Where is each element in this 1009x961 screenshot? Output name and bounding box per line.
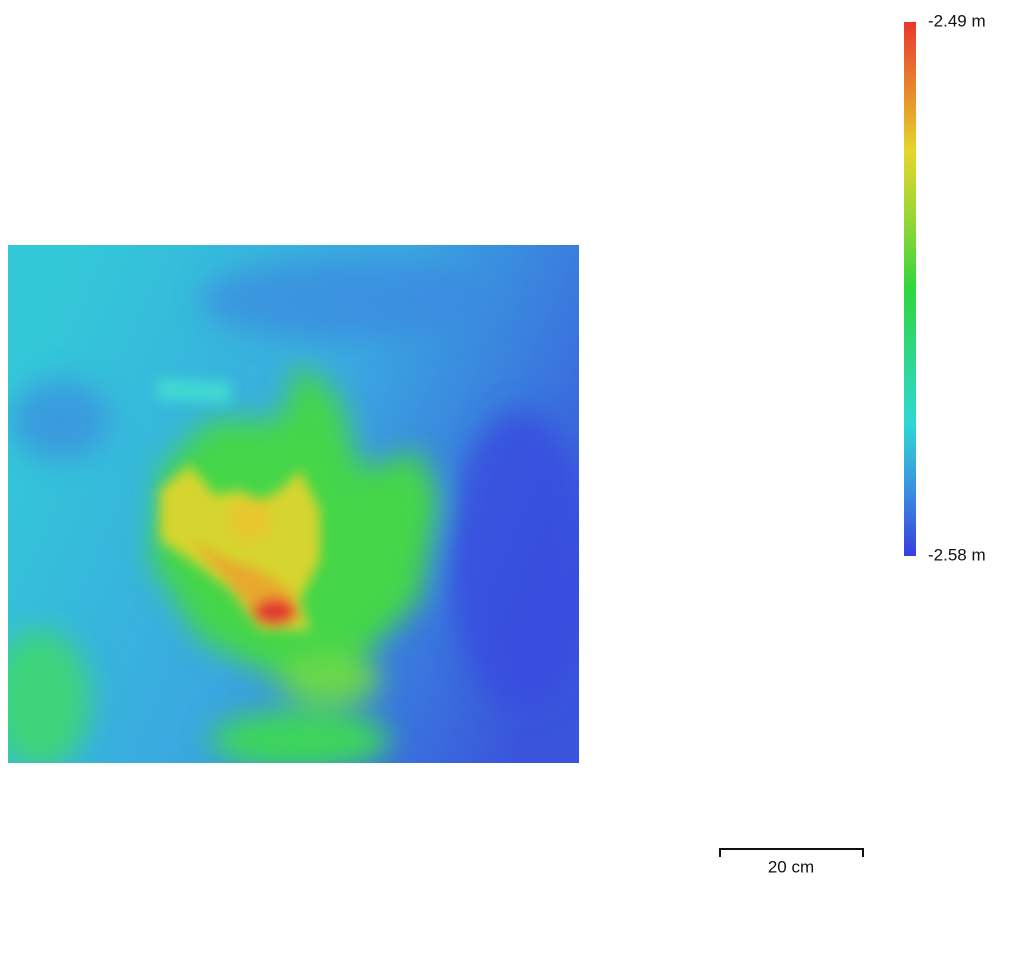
legend-max-label: -2.49 m xyxy=(928,11,986,30)
elevation-map xyxy=(8,245,579,763)
scale-bar-label: 20 cm xyxy=(768,857,814,876)
legend-min-label: -2.58 m xyxy=(928,545,986,564)
color-ramp xyxy=(904,22,916,556)
scale-bar xyxy=(719,848,864,857)
scale-bar-line xyxy=(719,848,864,857)
